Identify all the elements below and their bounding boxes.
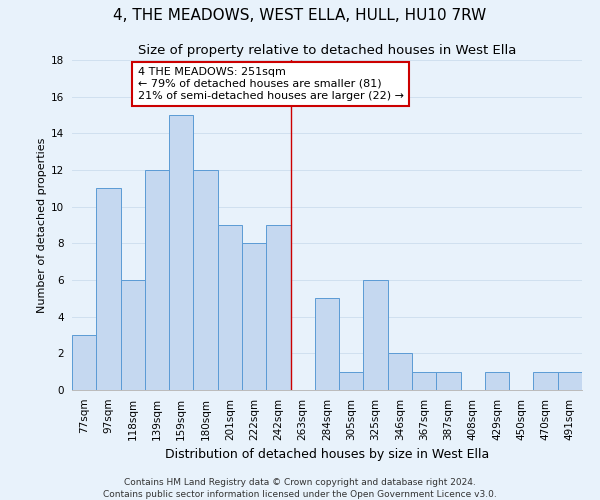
Bar [121, 280, 145, 390]
Bar [485, 372, 509, 390]
Bar [242, 244, 266, 390]
Y-axis label: Number of detached properties: Number of detached properties [37, 138, 47, 312]
Bar [388, 354, 412, 390]
Bar [364, 280, 388, 390]
Text: 4, THE MEADOWS, WEST ELLA, HULL, HU10 7RW: 4, THE MEADOWS, WEST ELLA, HULL, HU10 7R… [113, 8, 487, 22]
Text: Contains HM Land Registry data © Crown copyright and database right 2024.
Contai: Contains HM Land Registry data © Crown c… [103, 478, 497, 499]
Bar [72, 335, 96, 390]
Bar [169, 115, 193, 390]
Bar [315, 298, 339, 390]
Bar [193, 170, 218, 390]
X-axis label: Distribution of detached houses by size in West Ella: Distribution of detached houses by size … [165, 448, 489, 461]
Bar [558, 372, 582, 390]
Title: Size of property relative to detached houses in West Ella: Size of property relative to detached ho… [138, 44, 516, 58]
Bar [412, 372, 436, 390]
Text: 4 THE MEADOWS: 251sqm
← 79% of detached houses are smaller (81)
21% of semi-deta: 4 THE MEADOWS: 251sqm ← 79% of detached … [137, 68, 404, 100]
Bar [436, 372, 461, 390]
Bar [145, 170, 169, 390]
Bar [96, 188, 121, 390]
Bar [218, 225, 242, 390]
Bar [266, 225, 290, 390]
Bar [339, 372, 364, 390]
Bar [533, 372, 558, 390]
